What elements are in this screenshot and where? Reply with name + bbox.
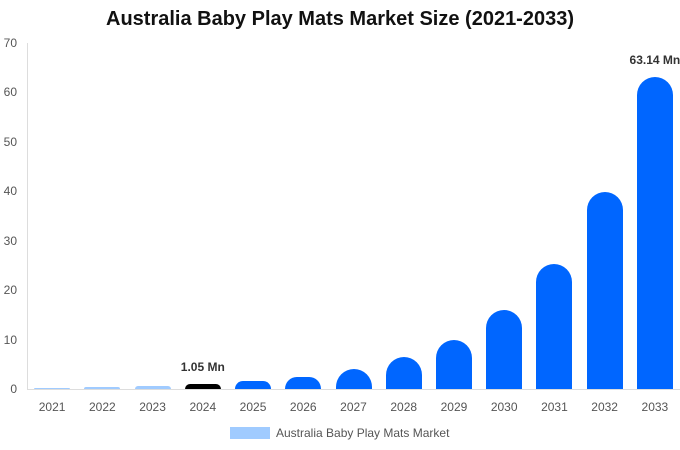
x-tick-label: 2032 <box>591 400 618 414</box>
legend-label: Australia Baby Play Mats Market <box>276 426 450 440</box>
x-tick-label: 2028 <box>390 400 418 414</box>
x-tick-label: 2027 <box>340 400 367 414</box>
bar-2022 <box>84 386 121 389</box>
bar-2031 <box>536 264 573 389</box>
y-tick-label: 30 <box>3 233 17 248</box>
x-tick-label: 2022 <box>88 400 116 414</box>
x-tick-label: 2025 <box>239 400 267 414</box>
x-tick-label: 2033 <box>641 400 669 414</box>
chart-title: Australia Baby Play Mats Market Size (20… <box>106 8 574 30</box>
y-axis-line <box>27 43 28 389</box>
x-tick-label: 2023 <box>139 400 166 414</box>
bar-2029 <box>435 339 472 389</box>
y-tick-label: 0 <box>10 382 17 396</box>
bar-2021 <box>34 387 71 389</box>
bar-2026 <box>285 377 322 389</box>
bar-2027 <box>335 369 372 389</box>
x-tick-label: 2024 <box>189 400 217 414</box>
x-tick-label: 2030 <box>490 400 518 414</box>
y-tick-label: 20 <box>3 283 17 298</box>
y-tick-label: 60 <box>3 85 17 100</box>
legend: Australia Baby Play Mats Market <box>230 426 449 440</box>
x-tick-label: 2021 <box>38 400 66 414</box>
bar-2033 <box>636 76 673 389</box>
y-tick-label: 40 <box>3 184 17 199</box>
y-tick-label: 50 <box>3 134 17 149</box>
bar-2028 <box>385 357 422 389</box>
data-label: 63.14 Mn <box>629 52 680 67</box>
data-label: 1.05 Mn <box>180 359 225 374</box>
bar-2024 <box>184 383 221 389</box>
x-tick-label: 2026 <box>289 400 317 414</box>
bar-2023 <box>134 385 171 389</box>
bar-2030 <box>486 310 523 389</box>
legend-swatch <box>230 427 270 439</box>
x-tick-label: 2031 <box>541 400 568 414</box>
y-tick-label: 70 <box>3 36 17 50</box>
y-tick-label: 10 <box>3 332 17 347</box>
x-axis-line <box>27 389 680 390</box>
bar-2032 <box>586 191 623 389</box>
bar-2025 <box>235 381 272 389</box>
x-tick-label: 2029 <box>440 400 468 414</box>
